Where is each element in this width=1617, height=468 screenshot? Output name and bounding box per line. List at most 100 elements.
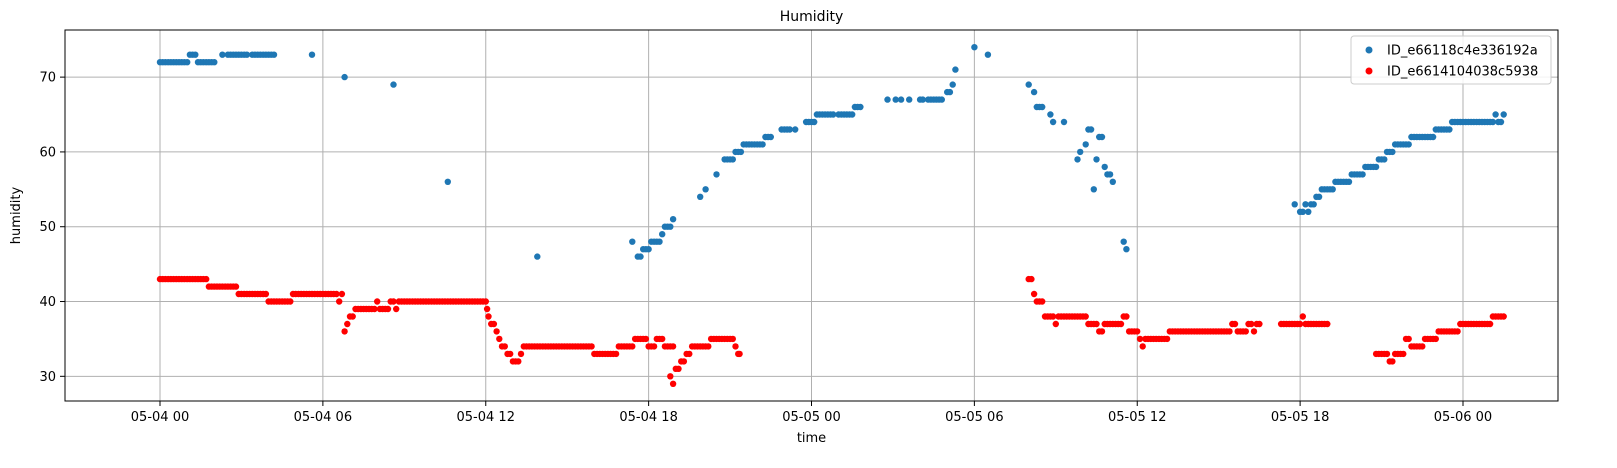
y-tick-label: 40 — [39, 295, 56, 310]
legend-marker — [1365, 46, 1373, 54]
data-point — [1025, 81, 1032, 88]
data-point — [1106, 171, 1114, 178]
data-point — [736, 350, 743, 358]
data-point — [390, 298, 397, 305]
data-point — [713, 171, 720, 178]
data-point — [680, 358, 688, 365]
data-point — [349, 313, 356, 320]
data-point — [1082, 313, 1089, 320]
legend-marker — [1365, 67, 1373, 75]
data-point — [1134, 328, 1141, 335]
series-1 — [156, 275, 1507, 387]
data-point — [612, 350, 620, 358]
data-point — [732, 343, 739, 350]
data-point — [884, 96, 891, 103]
data-point — [1497, 118, 1505, 126]
data-point — [1231, 320, 1239, 328]
data-point — [705, 343, 712, 350]
data-point — [729, 335, 736, 343]
data-point — [1329, 186, 1336, 193]
data-point — [669, 216, 677, 223]
data-point — [517, 350, 525, 358]
data-point — [667, 223, 674, 230]
data-point — [1302, 201, 1309, 208]
data-point — [1359, 171, 1366, 178]
y-tick-label: 60 — [39, 145, 56, 160]
data-point — [786, 126, 793, 133]
x-tick-label: 05-05 06 — [945, 410, 1003, 425]
data-point — [667, 373, 674, 380]
data-point — [1500, 313, 1507, 320]
data-point — [1163, 335, 1171, 343]
data-point — [444, 178, 451, 185]
data-point — [1486, 320, 1494, 328]
data-point — [1077, 148, 1084, 156]
data-point — [483, 305, 491, 313]
legend-label: ID_e66118c4e336192a — [1387, 44, 1538, 59]
data-point — [1242, 328, 1250, 335]
data-point — [515, 358, 522, 365]
data-point — [1117, 320, 1125, 328]
data-point — [1405, 335, 1412, 343]
data-point — [1500, 111, 1507, 118]
x-tick-label: 05-04 00 — [131, 410, 189, 425]
y-axis-label: humidity — [9, 186, 24, 244]
data-point — [629, 343, 636, 350]
data-point — [1429, 133, 1437, 141]
y-tick-label: 30 — [39, 370, 56, 385]
data-point — [759, 141, 766, 148]
data-point — [1291, 201, 1298, 208]
data-point — [1139, 343, 1146, 350]
x-tick-label: 05-05 00 — [782, 410, 840, 425]
data-point — [659, 335, 666, 343]
series-0 — [156, 44, 1507, 260]
data-point — [1049, 118, 1057, 126]
data-point — [984, 51, 992, 58]
data-point — [270, 51, 278, 58]
data-point — [501, 343, 508, 350]
data-point — [737, 148, 745, 156]
data-point — [262, 290, 270, 298]
data-point — [232, 283, 240, 290]
data-point — [642, 335, 650, 343]
data-point — [629, 238, 636, 245]
data-point — [1226, 328, 1233, 335]
data-point — [1381, 156, 1388, 163]
data-point — [1098, 328, 1106, 335]
data-point — [243, 51, 251, 58]
data-point — [702, 186, 709, 193]
data-point — [1389, 148, 1396, 156]
data-points — [156, 44, 1507, 387]
data-point — [1101, 163, 1108, 171]
data-point — [811, 118, 818, 126]
data-point — [390, 81, 397, 88]
data-point — [341, 328, 348, 335]
data-point — [1093, 156, 1100, 163]
data-point — [1432, 335, 1440, 343]
data-point — [897, 96, 905, 103]
grid — [65, 30, 1558, 401]
data-point — [1383, 350, 1391, 358]
data-point — [1419, 343, 1426, 350]
data-point — [1039, 103, 1046, 111]
data-point — [830, 111, 837, 118]
data-point — [1109, 178, 1117, 185]
data-point — [1256, 320, 1263, 328]
data-point — [1400, 350, 1407, 358]
data-point — [333, 290, 340, 298]
data-point — [308, 51, 316, 58]
chart-title: Humidity — [780, 9, 843, 25]
data-point — [729, 156, 736, 163]
data-point — [1315, 193, 1323, 200]
x-tick-label: 05-04 18 — [619, 410, 677, 425]
data-point — [482, 298, 489, 305]
data-point — [485, 313, 492, 320]
data-point — [919, 96, 926, 103]
data-point — [1492, 111, 1499, 118]
data-point — [344, 320, 351, 328]
data-point — [1310, 201, 1317, 208]
x-tick-label: 05-04 06 — [294, 410, 352, 425]
data-point — [371, 305, 378, 313]
data-point — [1030, 290, 1038, 298]
